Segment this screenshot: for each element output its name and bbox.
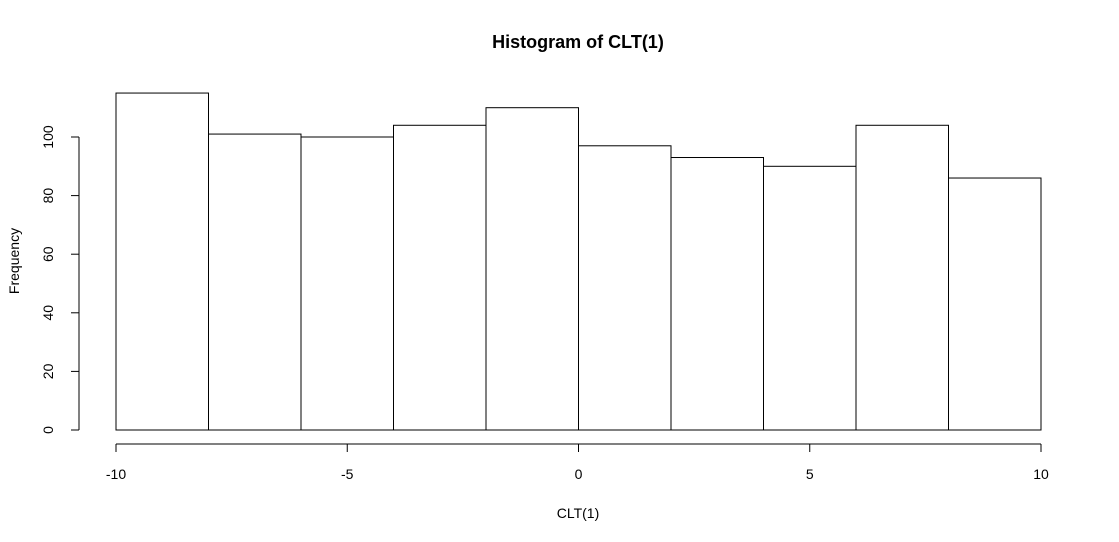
y-axis-label: Frequency <box>6 228 22 294</box>
histogram-bar-8 <box>763 165 857 431</box>
x-axis-label: CLT(1) <box>557 505 600 521</box>
histogram-bar-2 <box>208 133 302 431</box>
histogram-bar-9 <box>855 124 949 431</box>
histogram-bar-3 <box>300 136 394 431</box>
y-tick-label: 100 <box>40 125 56 149</box>
x-tick-label: -5 <box>341 466 354 482</box>
x-tick-label: 0 <box>575 466 583 482</box>
y-axis: 0 20 40 60 80 100 <box>40 125 80 434</box>
y-tick-label: 60 <box>40 246 56 262</box>
x-axis: -10 -5 0 5 10 <box>106 443 1049 482</box>
y-tick-label: 80 <box>40 188 56 204</box>
x-tick-label: -10 <box>106 466 126 482</box>
y-tick-label: 40 <box>40 305 56 321</box>
x-tick-label: 5 <box>806 466 814 482</box>
y-tick-label: 0 <box>40 426 56 434</box>
bars-group <box>115 92 1042 431</box>
histogram-bar-7 <box>670 157 764 431</box>
histogram-bar-1 <box>115 92 209 431</box>
chart-title: Histogram of CLT(1) <box>492 32 664 52</box>
histogram-bar-6 <box>578 145 672 431</box>
histogram-bar-4 <box>393 124 487 431</box>
y-tick-label: 20 <box>40 363 56 379</box>
x-tick-label: 10 <box>1033 466 1049 482</box>
histogram-bar-10 <box>948 177 1042 431</box>
histogram-bar-5 <box>485 107 579 431</box>
